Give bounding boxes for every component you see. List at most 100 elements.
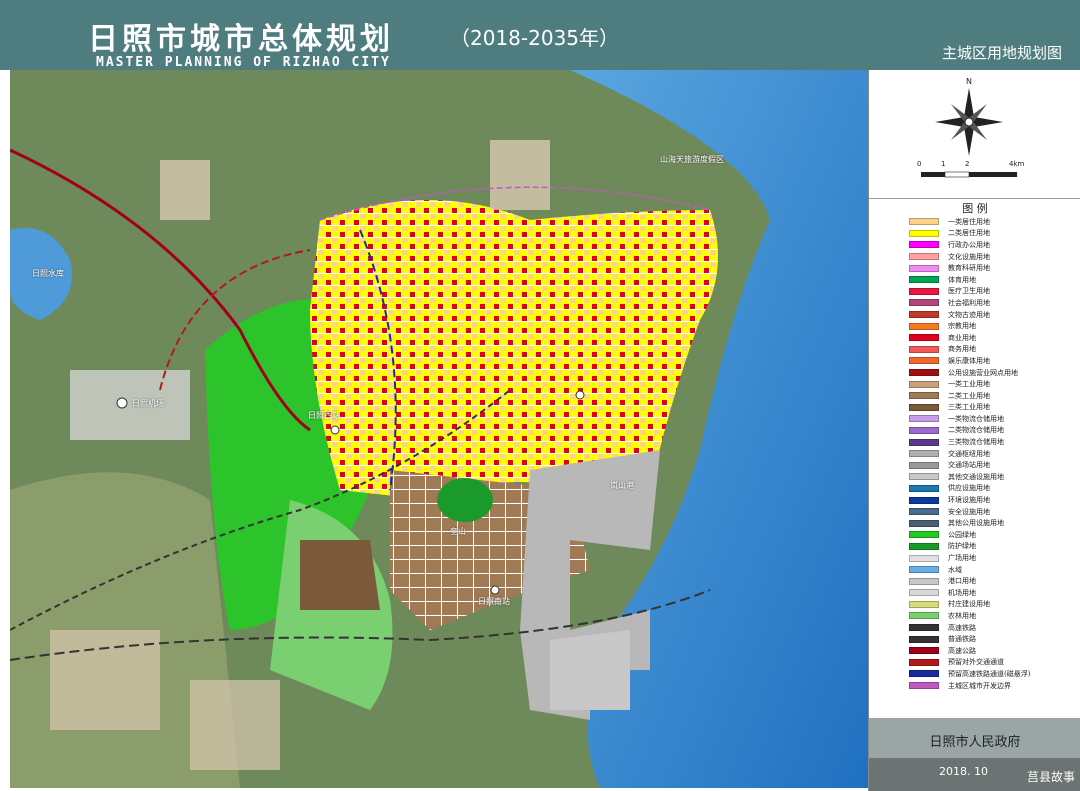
legend-item: 港口用地 [909,575,1079,587]
legend-item: 安全设施用地 [909,506,1079,518]
scale-tick-0: 0 [917,160,922,168]
legend-item: 高速公路 [909,645,1079,657]
legend-label: 高速铁路 [948,623,976,632]
legend-label: 三类物流仓储用地 [948,438,1004,447]
legend: 图 例 一类居住用地 二类居住用地 行政办公用地 文化设施用地 教育科研用地 体育用地医疗… [869,198,1080,718]
legend-item: 文化设施用地 [909,251,1079,263]
legend-item: 社会福利用地 [909,297,1079,309]
village-north [160,160,210,220]
legend-swatch [909,612,939,620]
legend-swatch [909,600,939,608]
legend-label: 二类居住用地 [948,229,990,238]
header-band: 日照市城市总体规划 （2018-2035年） MASTER PLANNING O… [0,0,1080,70]
legend-swatch [909,508,939,516]
legend-label: 一类居住用地 [948,217,990,226]
legend-item: 娱乐康体用地 [909,355,1079,367]
airport-label: 日照机场 [132,399,164,408]
legend-item: 主城区城市开发边界 [909,680,1079,692]
legend-swatch [909,554,939,562]
legend-item: 二类居住用地 [909,228,1079,240]
legend-label: 港口用地 [948,577,976,586]
legend-label: 公园绿地 [948,530,976,539]
legend-label: 预留高速铁路通道(磁悬浮) [948,669,1031,678]
legend-label: 行政办公用地 [948,240,990,249]
legend-list: 一类居住用地 二类居住用地 行政办公用地 文化设施用地 教育科研用地 体育用地医疗卫生用地… [909,216,1079,691]
legend-item: 行政办公用地 [909,239,1079,251]
reservoir-water [10,228,72,320]
legend-item: 二类工业用地 [909,390,1079,402]
tourist-area-label: 山海天旅游度假区 [660,155,724,164]
title-years: （2018-2035年） [450,26,620,50]
legend-swatch [909,670,939,678]
legend-swatch [909,345,939,353]
legend-item: 预留高速铁路通道(磁悬浮) [909,668,1079,680]
legend-swatch [909,334,939,342]
hill-park [437,478,493,522]
legend-label: 娱乐康体用地 [948,356,990,365]
legend-swatch [909,229,939,237]
airport-icon [116,397,128,409]
legend-swatch [909,566,939,574]
legend-label: 普通铁路 [948,635,976,644]
legend-item: 农林用地 [909,610,1079,622]
legend-swatch [909,299,939,307]
legend-swatch [909,647,939,655]
legend-item: 医疗卫生用地 [909,286,1079,298]
legend-item: 水域 [909,564,1079,576]
legend-swatch [909,241,939,249]
legend-label: 商业用地 [948,333,976,342]
legend-item: 其他交通设施用地 [909,471,1079,483]
legend-swatch [909,450,939,458]
industrial-block [300,540,380,610]
legend-label: 交通场站用地 [948,461,990,470]
legend-swatch [909,438,939,446]
legend-item: 交通枢纽用地 [909,448,1079,460]
expressway [10,148,311,432]
legend-item: 预留对外交通通道 [909,657,1079,669]
legend-label: 文物古迹用地 [948,310,990,319]
legend-item: 宗教用地 [909,320,1079,332]
legend-swatch [909,403,939,411]
legend-label: 机场用地 [948,588,976,597]
plan-date: 2018. 10 [939,765,988,778]
legend-label: 广场用地 [948,554,976,563]
land-use-map: 日照水库 日照机场 日照西站 日照南站 岚山港 奎山 山海天旅游度假区 [10,70,868,788]
legend-item: 三类工业用地 [909,402,1079,414]
legend-label: 供应设施用地 [948,484,990,493]
legend-item: 一类居住用地 [909,216,1079,228]
legend-title: 图 例 [962,202,988,215]
maglev-corridor [359,229,397,491]
legend-label: 体育用地 [948,275,976,284]
legend-swatch [909,461,939,469]
scale-tick-2: 2 [965,160,970,168]
sea [570,70,868,788]
map-canvas [10,70,868,788]
legend-label: 文化设施用地 [948,252,990,261]
central-station-icon [575,390,585,400]
legend-swatch [909,531,939,539]
legend-swatch [909,426,939,434]
legend-label: 环境设施用地 [948,496,990,505]
village-south [190,680,280,770]
railway [10,389,511,631]
legend-item: 体育用地 [909,274,1079,286]
legend-swatch [909,322,939,330]
compass-box: N 0 1 2 4km [869,70,1080,199]
legend-item: 广场用地 [909,552,1079,564]
legend-swatch [909,577,939,585]
legend-item: 教育科研用地 [909,262,1079,274]
legend-swatch [909,369,939,377]
legend-item: 一类工业用地 [909,378,1079,390]
legend-item: 其他公用设施用地 [909,517,1079,529]
legend-label: 一类物流仓储用地 [948,414,1004,423]
legend-swatch [909,415,939,423]
legend-label: 其他交通设施用地 [948,472,1004,481]
south-station-icon [490,585,500,595]
village-southwest [50,630,160,730]
watermark-text: 莒县故事 [1026,770,1075,784]
legend-item: 防护绿地 [909,541,1079,553]
scale-tick-4km: 4km [1009,160,1025,168]
legend-label: 高速公路 [948,646,976,655]
legend-item: 机场用地 [909,587,1079,599]
mountain-label: 奎山 [450,527,466,536]
